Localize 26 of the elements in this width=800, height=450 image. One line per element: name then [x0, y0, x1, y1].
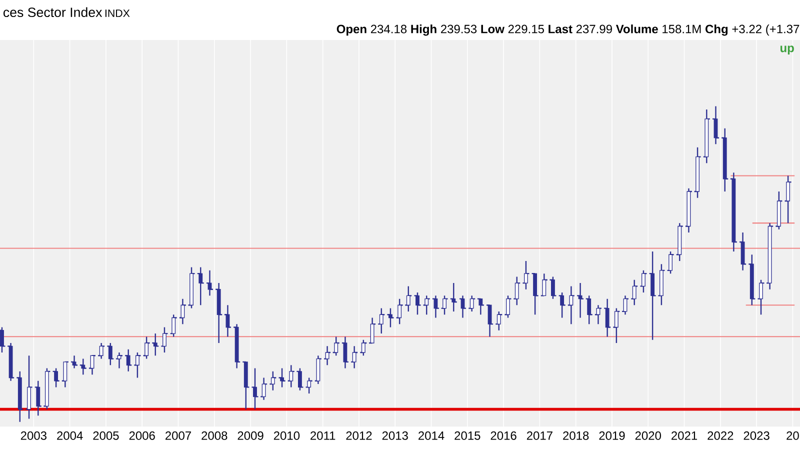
x-tick-label: 2006 — [129, 431, 155, 440]
x-tick-label: 2011 — [310, 431, 336, 440]
text: Open 234.18 High 239.53 Low 229.15 Last 237.99 Volume 158.1M Chg +3.22 (+1.37 — [336, 24, 800, 36]
x-tick-label: 2004 — [57, 431, 83, 440]
x-tick-label: 2012 — [346, 431, 372, 440]
x-tick-label: 20 — [786, 431, 799, 440]
text: up — [780, 46, 794, 55]
x-tick-label: 2005 — [93, 431, 119, 440]
x-tick-label: 2009 — [238, 431, 264, 440]
x-tick-label: 2018 — [563, 431, 589, 440]
x-tick-label: 2022 — [708, 431, 734, 440]
x-tick-label: 2015 — [454, 431, 480, 440]
x-tick-label: 2007 — [166, 431, 191, 440]
x-tick-label: 2014 — [418, 431, 444, 440]
x-tick-label: 2013 — [382, 431, 408, 440]
x-tick-label: 2020 — [635, 431, 661, 440]
x-tick-label: 2019 — [599, 431, 625, 440]
x-tick-label: 2010 — [274, 431, 300, 440]
x-tick-label: 2016 — [490, 431, 516, 440]
chart-subtitle: INDX — [105, 10, 130, 17]
x-tick-label: 2023 — [744, 431, 770, 440]
x-tick-label: 2021 — [672, 431, 698, 440]
chart-title: ces Sector Index — [4, 7, 102, 18]
x-tick-label: 2008 — [202, 431, 228, 440]
x-tick-label: 2017 — [526, 431, 552, 440]
x-tick-label: 2003 — [20, 431, 46, 440]
